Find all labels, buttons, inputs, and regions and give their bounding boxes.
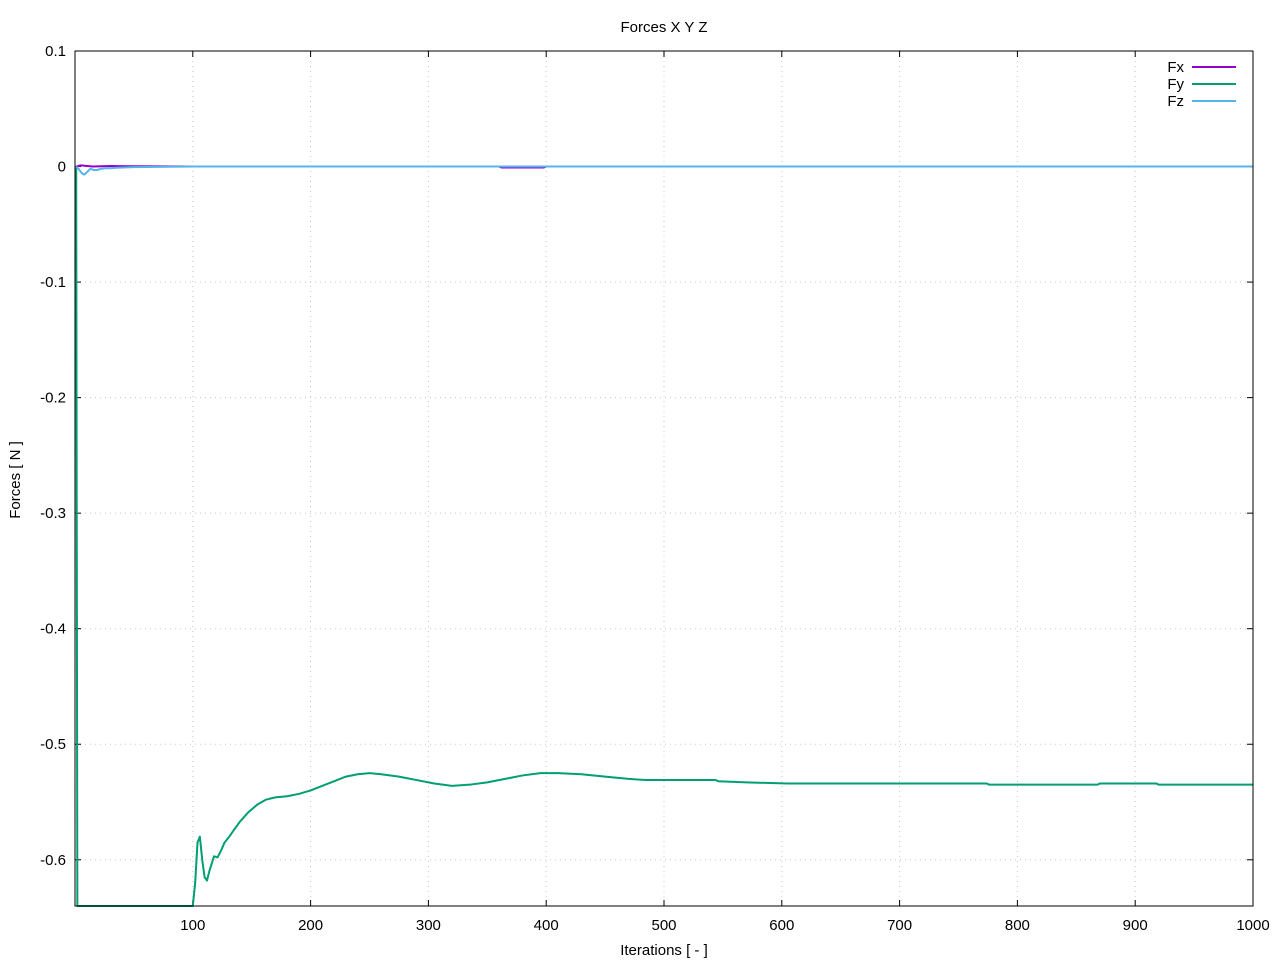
y-tick-label: -0.4 [40,621,66,638]
legend-label-fx: Fx [1167,59,1184,76]
x-axis-label: Iterations [ - ] [620,942,708,959]
legend-label-fy: Fy [1167,76,1184,93]
x-tick-label: 500 [651,917,676,934]
tick-labels: 100 200 300 400 500 600 700 800 900 1000 0.1 0 -0.1 -… [40,43,1270,934]
y-tick-label: -0.3 [40,505,66,522]
y-tick-label: -0.2 [40,390,66,407]
series-lines [75,164,1253,907]
series-line-fy [75,166,1253,907]
y-tick-label: 0 [58,159,66,176]
axis-ticks [75,50,1254,906]
y-axis-label: Forces [ N ] [7,441,24,519]
y-tick-label: -0.1 [40,274,66,291]
series-line-fz [75,165,1253,176]
x-tick-label: 900 [1123,917,1148,934]
x-tick-label: 1000 [1236,917,1269,934]
y-tick-label: -0.6 [40,852,66,869]
x-tick-label: 100 [180,917,205,934]
grid-lines [75,50,1253,906]
x-tick-label: 300 [416,917,441,934]
legend-label-fz: Fz [1167,93,1184,110]
x-tick-label: 700 [887,917,912,934]
y-tick-label: 0.1 [45,43,66,60]
x-tick-label: 200 [298,917,323,934]
chart-title: Forces X Y Z [621,19,708,36]
y-tick-label: -0.5 [40,736,66,753]
x-tick-label: 400 [534,917,559,934]
plot-frame [74,50,1254,907]
x-tick-label: 800 [1005,917,1030,934]
x-tick-label: 600 [769,917,794,934]
